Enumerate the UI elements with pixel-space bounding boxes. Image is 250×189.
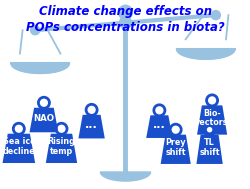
Text: ...: ... — [152, 120, 165, 130]
Polygon shape — [46, 134, 77, 163]
Ellipse shape — [206, 127, 212, 132]
Polygon shape — [160, 135, 190, 164]
Ellipse shape — [210, 11, 220, 20]
Polygon shape — [196, 105, 226, 135]
Text: Climate change effects on
POPs concentrations in biota?: Climate change effects on POPs concentra… — [26, 5, 224, 34]
Ellipse shape — [119, 17, 131, 29]
Ellipse shape — [58, 126, 64, 132]
Text: TL
shift: TL shift — [198, 138, 219, 157]
Text: ...: ... — [85, 120, 98, 130]
Text: Bio-
vectors: Bio- vectors — [194, 109, 228, 127]
Text: Sea ice
decline: Sea ice decline — [2, 137, 35, 156]
Text: NAO: NAO — [33, 114, 54, 123]
Ellipse shape — [41, 100, 46, 105]
Ellipse shape — [172, 127, 178, 132]
Ellipse shape — [30, 26, 40, 35]
Polygon shape — [2, 134, 35, 163]
Polygon shape — [176, 49, 234, 59]
Text: Rising
temp: Rising temp — [47, 137, 75, 156]
Polygon shape — [11, 63, 69, 73]
Polygon shape — [196, 135, 222, 164]
Polygon shape — [30, 108, 58, 132]
Ellipse shape — [208, 98, 214, 103]
Ellipse shape — [156, 108, 162, 113]
Ellipse shape — [16, 126, 22, 132]
Polygon shape — [146, 115, 172, 138]
Text: Prey
shift: Prey shift — [165, 138, 185, 157]
Ellipse shape — [88, 107, 94, 113]
Polygon shape — [78, 115, 104, 138]
Ellipse shape — [118, 5, 132, 19]
Polygon shape — [100, 172, 150, 181]
